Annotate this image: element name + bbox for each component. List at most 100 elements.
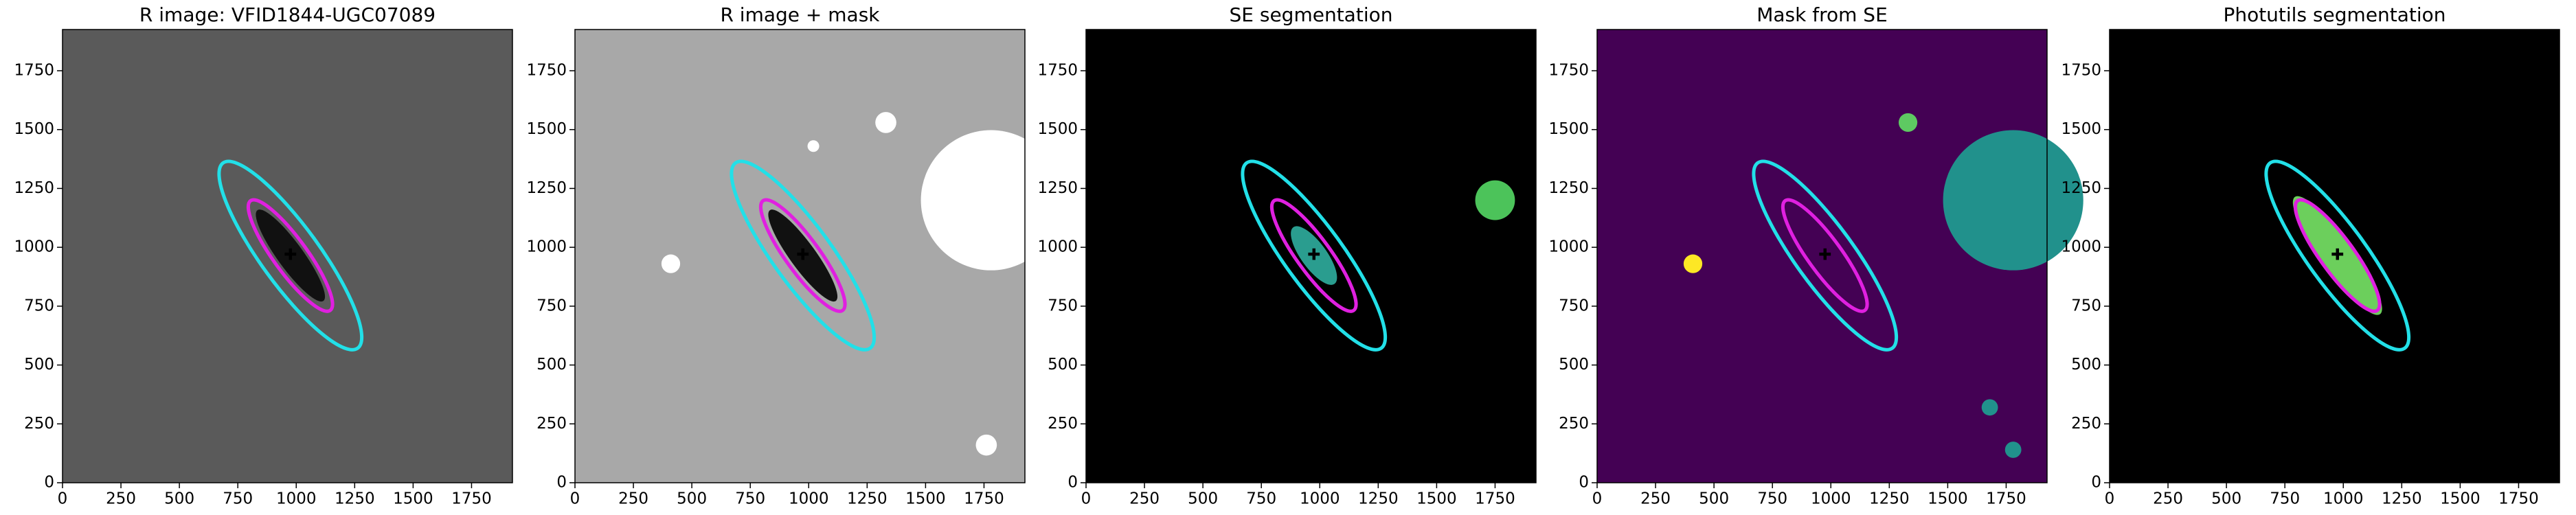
x-tick-label: 1750: [1986, 490, 2026, 508]
y-tick-label: 1000: [1548, 238, 1589, 256]
panel: ✚ Photutils segmentation 0 250 500 750 1000 125…: [2061, 3, 2560, 508]
y-tick-label: 1750: [1037, 62, 1078, 80]
x-tick-label: 750: [735, 490, 765, 508]
x-tick-label: 250: [1129, 490, 1160, 508]
panel-title: SE segmentation: [1230, 3, 1393, 26]
axes-frame: [1596, 29, 2048, 483]
y-tick-label: 1000: [526, 238, 567, 256]
y-tick-label: 1500: [14, 120, 54, 138]
image-content: ✚: [1241, 159, 1515, 352]
x-tick-label: 1500: [1928, 490, 1968, 508]
x-tick-label: 250: [1640, 490, 1671, 508]
inner-aperture: [1269, 198, 1358, 313]
x-tick-label: 1750: [2498, 490, 2539, 508]
panel-title: Mask from SE: [1756, 3, 1888, 26]
panel-title: R image: VFID1844-UGC07089: [139, 3, 436, 26]
x-tick-label: 250: [106, 490, 136, 508]
galaxy-segment: [1291, 226, 1337, 285]
y-tick-label: 500: [24, 356, 54, 374]
source-blob: [1683, 254, 1703, 273]
y-tick-label: 1750: [2061, 62, 2101, 80]
y-tick-label: 0: [1067, 474, 1078, 492]
x-tick-label: 500: [2211, 490, 2241, 508]
image-content: ✚: [1683, 113, 2083, 458]
y-tick-label: 750: [536, 297, 567, 314]
y-tick-label: 500: [1048, 356, 1078, 374]
panel-title: R image + mask: [720, 3, 880, 26]
panel: ✚ R image: VFID1844-UGC07089 0 250 500 750 100…: [14, 3, 513, 508]
outer-aperture: [730, 159, 877, 352]
y-tick-label: 0: [2091, 474, 2101, 492]
y-tick-label: 750: [1559, 297, 1589, 314]
x-tick-label: 1000: [789, 490, 829, 508]
y-tick-label: 1500: [2061, 120, 2101, 138]
y-tick-label: 500: [1559, 356, 1589, 374]
image-content: ✚: [2264, 159, 2411, 352]
x-tick-label: 1500: [2440, 490, 2481, 508]
x-tick-label: 0: [2105, 490, 2115, 508]
center-marker: ✚: [1818, 247, 1831, 264]
x-tick-label: 0: [1081, 490, 1092, 508]
y-tick-label: 250: [536, 415, 567, 433]
inner-aperture: [246, 198, 335, 313]
y-tick-label: 1250: [14, 179, 54, 197]
y-tick-label: 750: [24, 297, 54, 314]
x-tick-label: 1750: [1475, 490, 1515, 508]
x-tick-label: 1000: [276, 490, 317, 508]
x-tick-label: 750: [1246, 490, 1276, 508]
axes-frame: [2109, 29, 2560, 483]
y-tick-label: 1250: [526, 179, 567, 197]
source-blob: [1475, 180, 1515, 220]
galaxy-segment: [2292, 196, 2382, 315]
y-tick-label: 1750: [526, 62, 567, 80]
axes-frame: [574, 29, 1026, 483]
center-marker: ✚: [2331, 247, 2344, 264]
x-tick-label: 0: [58, 490, 68, 508]
source-blob: [920, 130, 1061, 271]
x-tick-label: 750: [2270, 490, 2300, 508]
inner-aperture: [758, 198, 847, 313]
y-tick-label: 1250: [2061, 179, 2101, 197]
outer-aperture: [2264, 159, 2411, 352]
inner-aperture: [1781, 198, 1869, 313]
x-tick-label: 1250: [335, 490, 375, 508]
image-content: ✚: [661, 112, 1061, 456]
x-tick-label: 500: [677, 490, 707, 508]
center-marker: ✚: [1307, 247, 1320, 264]
y-tick-label: 250: [24, 415, 54, 433]
outer-aperture: [217, 159, 364, 352]
y-tick-label: 1750: [14, 62, 54, 80]
x-tick-label: 1250: [847, 490, 888, 508]
panel-title: Photutils segmentation: [2223, 3, 2445, 26]
panel: ✚ R image + mask 0 250 500 750 1000 1250 1500 175…: [526, 3, 1061, 508]
y-tick-label: 1000: [2061, 238, 2101, 256]
x-tick-label: 0: [570, 490, 580, 508]
x-tick-label: 500: [1188, 490, 1218, 508]
x-tick-label: 1250: [1358, 490, 1399, 508]
x-tick-label: 1500: [1416, 490, 1457, 508]
center-marker: ✚: [796, 247, 809, 264]
center-marker: ✚: [284, 247, 297, 264]
y-tick-label: 0: [556, 474, 567, 492]
source-blob: [2004, 442, 2022, 458]
x-tick-label: 1000: [1811, 490, 1851, 508]
y-tick-label: 1250: [1548, 179, 1589, 197]
x-tick-label: 1750: [451, 490, 492, 508]
x-tick-label: 250: [618, 490, 648, 508]
y-tick-label: 0: [44, 474, 54, 492]
x-tick-label: 1500: [393, 490, 433, 508]
source-blob: [1898, 113, 1918, 133]
panel: ✚ Mask from SE 0 250 500 750 1000 1250 1500 1750 0…: [1548, 3, 2083, 508]
x-tick-label: 750: [1757, 490, 1787, 508]
panel: ✚ SE segmentation 0 250 500 750 1000 1250 1500 17…: [1037, 3, 1537, 508]
y-tick-label: 1500: [526, 120, 567, 138]
galaxy: [256, 209, 326, 302]
x-tick-label: 750: [223, 490, 253, 508]
y-tick-label: 500: [2071, 356, 2101, 374]
x-tick-label: 500: [164, 490, 194, 508]
y-tick-label: 1500: [1548, 120, 1589, 138]
y-tick-label: 1750: [1548, 62, 1589, 80]
y-tick-label: 250: [1559, 415, 1589, 433]
x-tick-label: 1000: [2323, 490, 2364, 508]
